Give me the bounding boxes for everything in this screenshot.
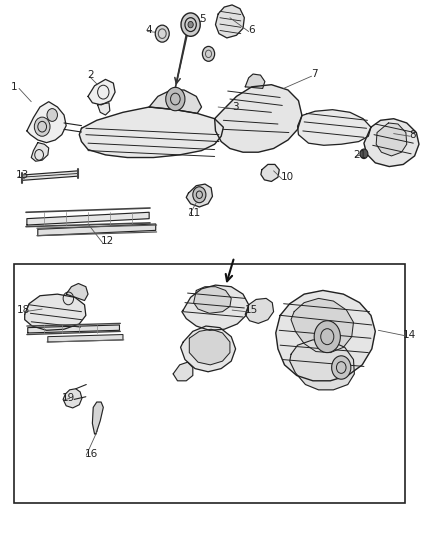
Polygon shape	[189, 329, 230, 365]
Polygon shape	[173, 362, 193, 381]
Polygon shape	[48, 335, 123, 342]
Polygon shape	[79, 107, 223, 158]
Polygon shape	[88, 79, 115, 105]
Polygon shape	[215, 85, 302, 152]
Text: 5: 5	[199, 14, 206, 25]
Polygon shape	[182, 285, 249, 330]
Text: 2: 2	[87, 70, 94, 80]
Polygon shape	[376, 123, 407, 156]
Circle shape	[34, 117, 50, 136]
Text: 4: 4	[146, 25, 152, 35]
Text: 6: 6	[248, 25, 254, 35]
Text: 13: 13	[16, 170, 29, 180]
Polygon shape	[245, 74, 265, 88]
Polygon shape	[149, 90, 201, 114]
Circle shape	[47, 109, 57, 122]
Bar	[14, 264, 405, 503]
Text: 15: 15	[244, 305, 258, 315]
Polygon shape	[261, 165, 279, 181]
Polygon shape	[28, 325, 120, 333]
Polygon shape	[38, 224, 155, 236]
Text: 7: 7	[311, 69, 317, 79]
Circle shape	[166, 87, 185, 111]
Polygon shape	[25, 294, 86, 330]
Polygon shape	[31, 143, 49, 161]
Polygon shape	[92, 402, 103, 434]
Circle shape	[332, 356, 351, 379]
Circle shape	[202, 46, 215, 61]
Polygon shape	[290, 340, 354, 390]
Circle shape	[155, 25, 169, 42]
Text: 1: 1	[11, 82, 17, 92]
Text: 11: 11	[187, 208, 201, 219]
Text: 21: 21	[353, 150, 367, 160]
Polygon shape	[194, 287, 231, 313]
Text: 14: 14	[403, 329, 417, 340]
Text: 19: 19	[62, 393, 75, 403]
Polygon shape	[66, 284, 88, 301]
Polygon shape	[297, 110, 371, 146]
Circle shape	[193, 187, 206, 203]
Circle shape	[188, 21, 193, 28]
Polygon shape	[180, 326, 236, 372]
Polygon shape	[364, 119, 419, 166]
Polygon shape	[27, 212, 149, 225]
Circle shape	[314, 321, 340, 353]
Polygon shape	[276, 290, 375, 381]
Text: 18: 18	[17, 305, 31, 315]
Text: 3: 3	[232, 102, 239, 112]
Text: 12: 12	[101, 236, 114, 246]
Polygon shape	[27, 102, 66, 143]
Polygon shape	[245, 298, 274, 324]
Text: 16: 16	[85, 449, 98, 458]
Text: 10: 10	[281, 172, 294, 182]
Polygon shape	[63, 389, 82, 408]
Circle shape	[181, 13, 200, 36]
Text: 8: 8	[409, 130, 416, 140]
Circle shape	[360, 149, 368, 159]
Polygon shape	[186, 184, 212, 207]
Polygon shape	[98, 103, 110, 115]
Polygon shape	[215, 5, 244, 38]
Polygon shape	[291, 298, 353, 353]
Polygon shape	[21, 171, 78, 180]
